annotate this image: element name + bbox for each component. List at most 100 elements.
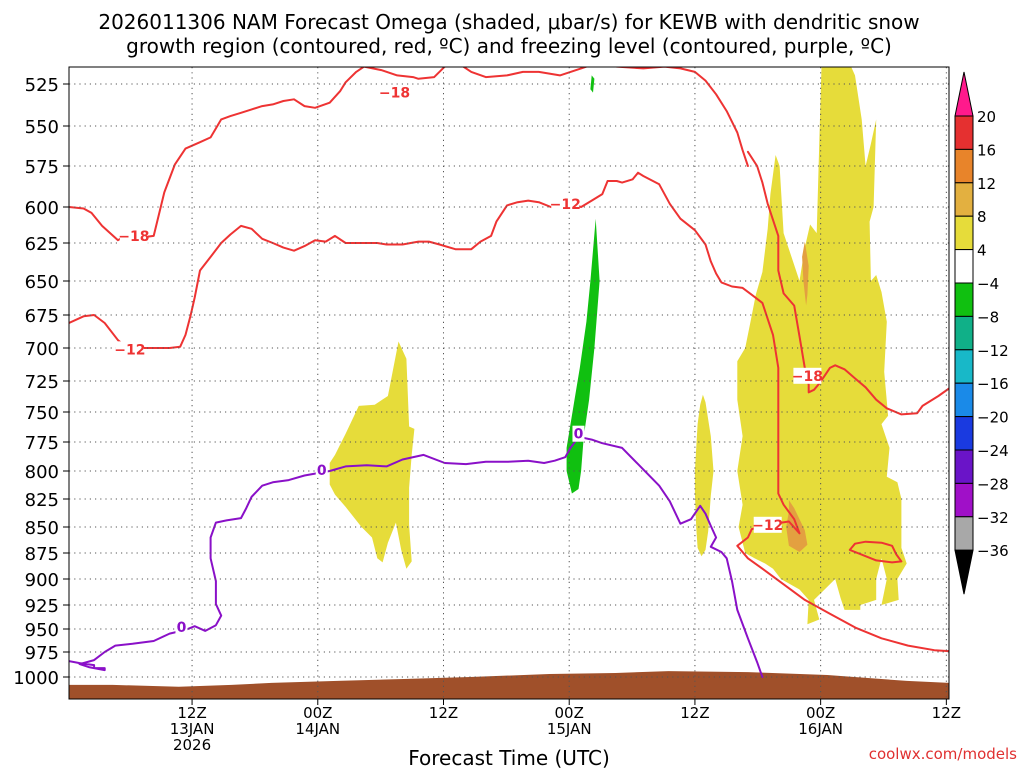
y-tick-label-18: 975 <box>25 643 59 664</box>
colorbar-segment-8 <box>954 349 974 384</box>
x-axis-title: Forecast Time (UTC) <box>408 746 610 768</box>
x-tick-label-0-2: 2026 <box>173 736 211 754</box>
colorbar-segment-4 <box>954 215 974 251</box>
contour-label-7: 0 <box>317 463 327 479</box>
omega-shading-0 <box>329 341 415 569</box>
colorbar-label-9: −20 <box>977 409 1009 427</box>
contour-label-3: −12 <box>550 197 581 213</box>
omega-shading-2 <box>737 67 907 625</box>
colorbar-label-11: −28 <box>977 475 1009 493</box>
y-tick-label-1: 550 <box>25 117 59 138</box>
y-tick-label-19: 1000 <box>13 668 59 689</box>
contour-label-bg-3 <box>551 195 580 212</box>
y-tick-label-9: 750 <box>25 403 59 424</box>
x-tick-label-6-0: 12Z <box>932 704 961 722</box>
credit-link[interactable]: coolwx.com/models <box>869 745 1017 763</box>
grid-lines <box>69 67 949 699</box>
colorbar-label-13: −36 <box>977 542 1009 560</box>
y-tick-label-12: 825 <box>25 490 59 511</box>
x-tick-label-5-0: 00Z <box>806 704 835 722</box>
chart-title-line-2: growth region (contoured, red, ºC) and f… <box>126 34 892 58</box>
omega-shading-5 <box>802 241 809 306</box>
colorbar-label-1: 16 <box>977 141 996 159</box>
contour-line-4 <box>69 436 764 678</box>
omega-shading-1 <box>694 394 714 557</box>
colorbar-segment-7 <box>954 315 974 351</box>
contour-label-bg-0 <box>380 84 409 101</box>
y-tick-label-5: 650 <box>25 272 59 293</box>
x-tick-label-4-0: 12Z <box>680 704 709 722</box>
plot-area <box>69 67 949 699</box>
contour-label-1: −18 <box>118 229 149 245</box>
y-tick-label-3: 600 <box>25 198 59 219</box>
axes: 525 550 575 600 625 650 675 700 725 750 775 800 825 8… <box>13 75 961 754</box>
x-tick-label-0-0: 12Z <box>177 704 206 722</box>
chart-title-line-1: 2026011306 NAM Forecast Omega (shaded, μ… <box>98 10 919 34</box>
contour-label-8: 0 <box>177 620 187 636</box>
y-tick-label-6: 675 <box>25 306 59 327</box>
colorbar-label-2: 12 <box>977 175 996 193</box>
colorbar-label-6: −8 <box>977 308 999 326</box>
contour-label-6: 0 <box>574 427 584 443</box>
contour-label-0: −18 <box>379 86 410 102</box>
colorbar: 20 16 12 8 4 −4 −8 −12 −16 −20 −24 −28 −32 −36 <box>954 71 1009 595</box>
colorbar-label-8: −16 <box>977 375 1009 393</box>
y-tick-label-4: 625 <box>25 234 59 255</box>
y-tick-label-17: 950 <box>25 620 59 641</box>
plot-frame <box>68 66 950 700</box>
y-tick-label-16: 925 <box>25 596 59 617</box>
colorbar-triangle-bottom <box>954 549 974 595</box>
contour-label-bg-5 <box>753 516 782 533</box>
y-tick-label-13: 850 <box>25 518 59 539</box>
x-tick-label-5-1: 16JAN <box>798 720 843 738</box>
x-tick-label-3-1: 15JAN <box>547 720 592 738</box>
y-tick-label-0: 525 <box>25 75 59 96</box>
colorbar-label-5: −4 <box>977 275 999 293</box>
y-tick-label-14: 875 <box>25 544 59 565</box>
x-tick-label-0-1: 13JAN <box>170 720 215 738</box>
contour-label-bg-8 <box>175 619 188 636</box>
contour-label-2: −18 <box>792 369 823 385</box>
y-tick-label-2: 575 <box>25 157 59 178</box>
contour-label-bg-4 <box>115 341 144 358</box>
x-tick-label-2-0: 12Z <box>429 704 458 722</box>
colorbar-label-12: −32 <box>977 509 1009 527</box>
x-tick-label-1-1: 14JAN <box>295 720 340 738</box>
colorbar-label-4: 4 <box>977 242 987 260</box>
x-tick-label-1-0: 00Z <box>303 704 332 722</box>
colorbar-segment-10 <box>954 416 974 451</box>
colorbar-segment-11 <box>954 449 974 484</box>
colorbar-label-0: 20 <box>977 108 996 126</box>
contour-label-5: −12 <box>752 518 783 534</box>
contour-label-4: −12 <box>114 342 145 358</box>
colorbar-segment-13 <box>954 516 974 551</box>
y-tick-label-15: 900 <box>25 570 59 591</box>
contour-label-bg-6 <box>572 425 585 442</box>
colorbar-segment-5 <box>954 249 974 284</box>
contour-label-bg-7 <box>315 461 328 478</box>
contour-line-3 <box>848 540 903 564</box>
colorbar-label-10: −24 <box>977 442 1009 460</box>
omega-shading-6 <box>566 218 600 494</box>
contour-line-2 <box>746 150 949 416</box>
colorbar-segment-12 <box>954 482 974 518</box>
y-tick-label-8: 725 <box>25 372 59 393</box>
contour-line-0 <box>69 67 749 242</box>
colorbar-label-7: −12 <box>977 342 1009 360</box>
y-tick-label-7: 700 <box>25 339 59 360</box>
colorbar-segment-2 <box>954 148 974 184</box>
terrain-fill <box>69 671 949 699</box>
y-tick-label-11: 800 <box>25 462 59 483</box>
colorbar-label-3: 8 <box>977 208 987 226</box>
y-tick-label-10: 775 <box>25 433 59 454</box>
colorbar-segment-9 <box>954 382 974 418</box>
colorbar-segment-3 <box>954 182 974 217</box>
contour-label-bg-1 <box>119 227 148 244</box>
contour-line-1 <box>69 171 949 653</box>
contour-labels: −18 −18 −18 −12 −12 −12 0 0 0 <box>114 84 823 636</box>
omega-shading-7 <box>590 75 595 93</box>
x-tick-label-3-0: 00Z <box>555 704 584 722</box>
colorbar-segment-6 <box>954 282 974 317</box>
colorbar-segment-1 <box>954 115 974 150</box>
